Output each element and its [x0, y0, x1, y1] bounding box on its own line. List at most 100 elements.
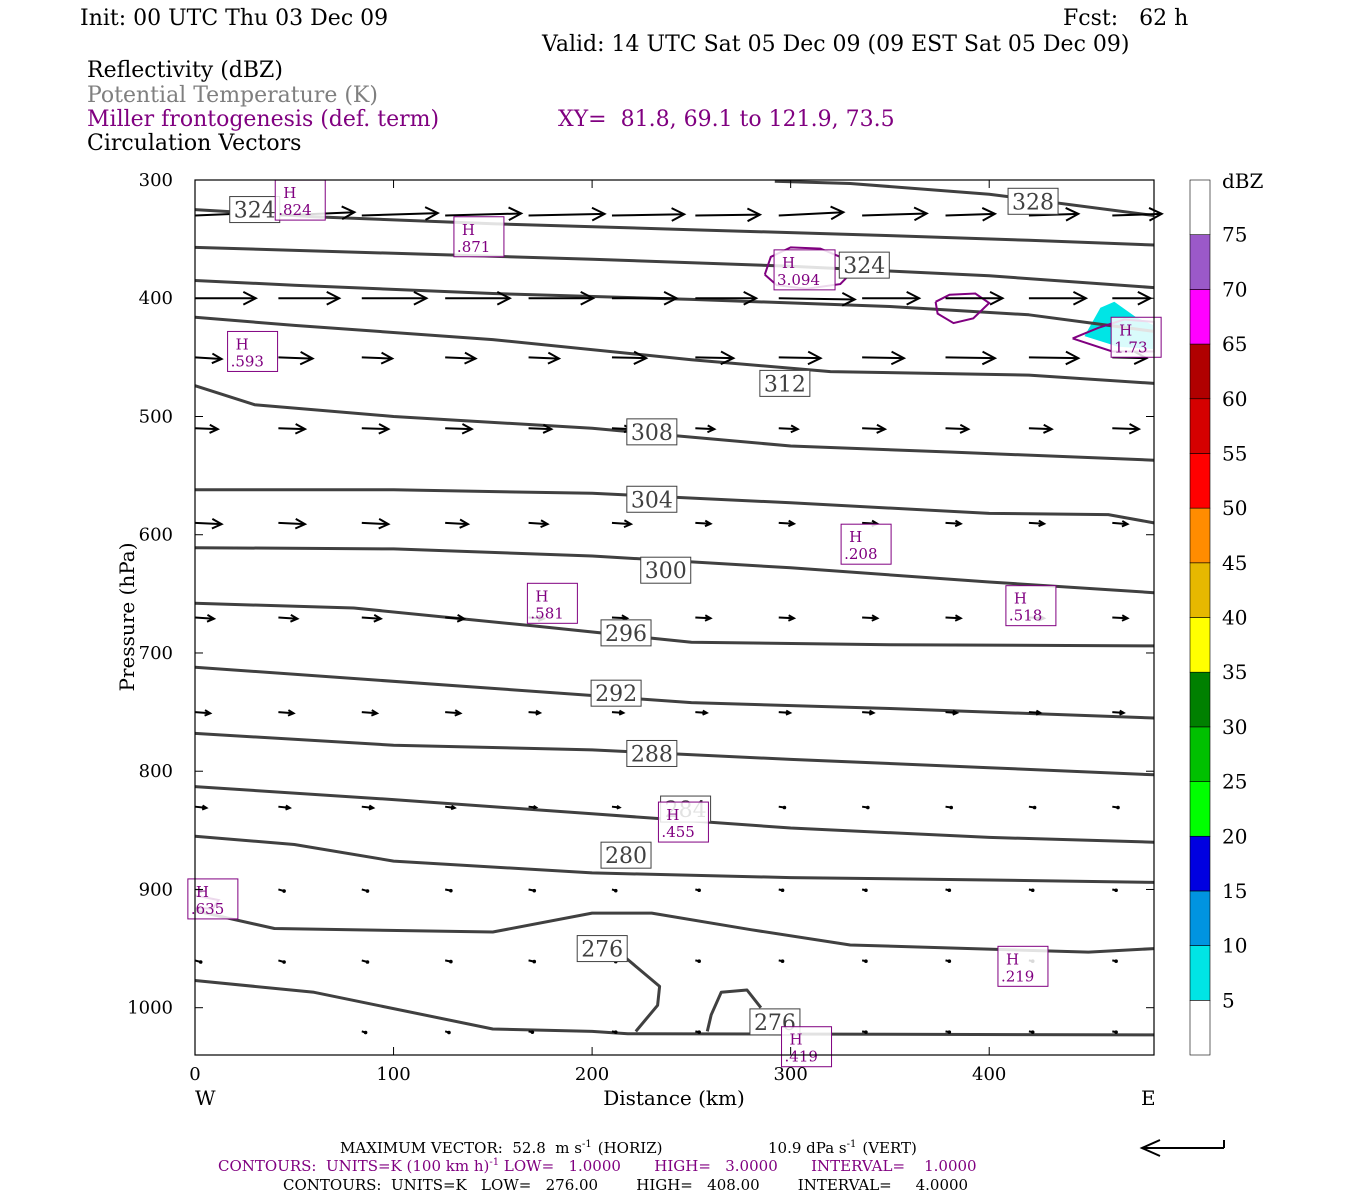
wind-vector: [444, 959, 453, 964]
theta-label: 312: [759, 369, 811, 397]
wind-vector: [695, 290, 759, 306]
field-vectors: Circulation Vectors: [87, 131, 301, 156]
wind-vector: [945, 959, 952, 964]
wind-vector: [945, 614, 963, 622]
frontogenesis-max-label: H: [790, 1031, 803, 1049]
fg-contours-exp: -1: [489, 1157, 499, 1168]
field-reflectivity: Reflectivity (dBZ): [87, 58, 283, 83]
colorbar-level: 5: [1222, 988, 1235, 1012]
wind-vector: [528, 351, 562, 365]
wind-vector: [778, 888, 785, 893]
wind-vector: [445, 206, 524, 222]
wind-vector: [278, 351, 315, 366]
wind-vector: [528, 206, 607, 222]
plot-background: [195, 180, 1154, 1055]
wind-vector: [528, 1030, 535, 1034]
wind-vector: [278, 290, 342, 306]
wind-vector: [1112, 423, 1142, 435]
wind-vector: [778, 205, 846, 221]
frontogenesis-max: H.871: [453, 216, 505, 258]
wind-vector: [945, 423, 971, 434]
wind-vector: [695, 959, 701, 964]
frontogenesis-max-label: H: [236, 335, 249, 353]
colorbar-segment: [1189, 453, 1211, 509]
wind-vector: [611, 1030, 618, 1034]
max-vector-horiz-tag: (HORIZ): [598, 1139, 663, 1157]
wind-vector: [1028, 805, 1037, 810]
max-vector-vert-text: 10.9 dPa s: [768, 1139, 847, 1157]
wind-vector: [278, 709, 296, 717]
colorbar-level: 25: [1222, 770, 1247, 794]
frontogenesis-max: H.518: [1005, 585, 1057, 627]
wind-vector: [861, 805, 870, 810]
colorbar-segment: [1189, 945, 1211, 1001]
wind-vector: [611, 519, 634, 529]
colorbar: dBZ 5 10 15 20 25 30 35 40 45 50 55 60 65 70 75: [1189, 169, 1264, 1056]
wind-vector: [361, 888, 370, 893]
wind-vector: [611, 350, 649, 365]
frontogenesis-max-value: .219: [1001, 967, 1034, 985]
colorbar-level: 30: [1222, 715, 1247, 739]
y-tick-label: 1000: [127, 998, 173, 1019]
theta-label-text: 324: [843, 254, 885, 279]
wind-vector: [778, 614, 797, 622]
x-tick-label: 100: [376, 1064, 410, 1085]
wind-vector: [361, 613, 383, 623]
y-tick-label: 600: [139, 525, 173, 546]
wind-vector: [444, 1030, 451, 1035]
theta-label: 304: [626, 485, 678, 513]
frontogenesis-max: H.419: [781, 1026, 833, 1068]
x-tick-label: 200: [575, 1064, 609, 1085]
frontogenesis-contour-info: CONTOURS: UNITS=K (100 km h)-1 LOW= 1.00…: [218, 1157, 977, 1175]
theta-label: 288: [626, 739, 678, 767]
x-tick-label: 300: [773, 1064, 807, 1085]
fg-contours-text: CONTOURS: UNITS=K (100 km h): [218, 1157, 489, 1175]
wind-vector: [1112, 959, 1118, 964]
valid-time: Valid: 14 UTC Sat 05 Dec 09 (09 EST Sat …: [541, 32, 1129, 57]
wind-vector: [778, 350, 823, 366]
wind-vector: [278, 804, 292, 811]
frontogenesis-max-label: H: [849, 528, 862, 546]
colorbar-level: 35: [1222, 660, 1247, 684]
wind-vector: [194, 517, 224, 530]
theta-contour-284: [194, 834, 1155, 884]
frontogenesis-max-value: .871: [457, 238, 490, 256]
colorbar-level: 55: [1222, 441, 1247, 465]
wind-vector: [611, 207, 687, 222]
theta-contour-308: [195, 488, 1155, 525]
wind-vector: [361, 709, 380, 717]
theta-label-text: 324: [234, 199, 276, 224]
y-tick-label: 400: [139, 288, 173, 309]
theta-label-text: 312: [764, 372, 806, 397]
theta-contour-320: [194, 245, 1155, 290]
max-vector-line: MAXIMUM VECTOR: 52.8 m s-1 (HORIZ): [340, 1139, 662, 1157]
wind-vector: [361, 423, 391, 435]
wind-vector: [862, 206, 929, 222]
theta-label-text: 288: [631, 742, 673, 767]
wind-vector: [194, 423, 221, 434]
wind-vector: [194, 959, 203, 964]
colorbar-segment: [1189, 289, 1211, 345]
wind-vector: [361, 517, 391, 530]
max-vector-horiz-exp: -1: [582, 1139, 592, 1150]
theta-label: 292: [590, 679, 642, 707]
y-tick-label: 800: [139, 761, 173, 782]
wind-vector: [611, 804, 622, 810]
frontogenesis-max: H.635: [187, 878, 239, 920]
colorbar-level: 20: [1222, 824, 1247, 848]
plot-area: 3243283243123083043002962922882842802762…: [127, 170, 1164, 1085]
colorbar-level: 50: [1222, 496, 1247, 520]
frontogenesis-max: H1.73: [1110, 316, 1162, 358]
colorbar-level: 40: [1222, 606, 1247, 630]
frontogenesis-max-label: H: [782, 254, 795, 272]
colorbar-segment: [1189, 562, 1211, 618]
theta-label: 308: [626, 418, 678, 446]
wind-vector: [945, 709, 960, 716]
plot-frame: [194, 179, 1155, 1056]
y-tick-label: 300: [139, 170, 173, 191]
wind-vector: [361, 1030, 368, 1035]
y-tick-label: 900: [139, 879, 173, 900]
theta-contour-314: [194, 315, 1155, 385]
colorbar-segment: [1189, 507, 1211, 564]
frontogenesis-max-label: H: [283, 184, 296, 202]
